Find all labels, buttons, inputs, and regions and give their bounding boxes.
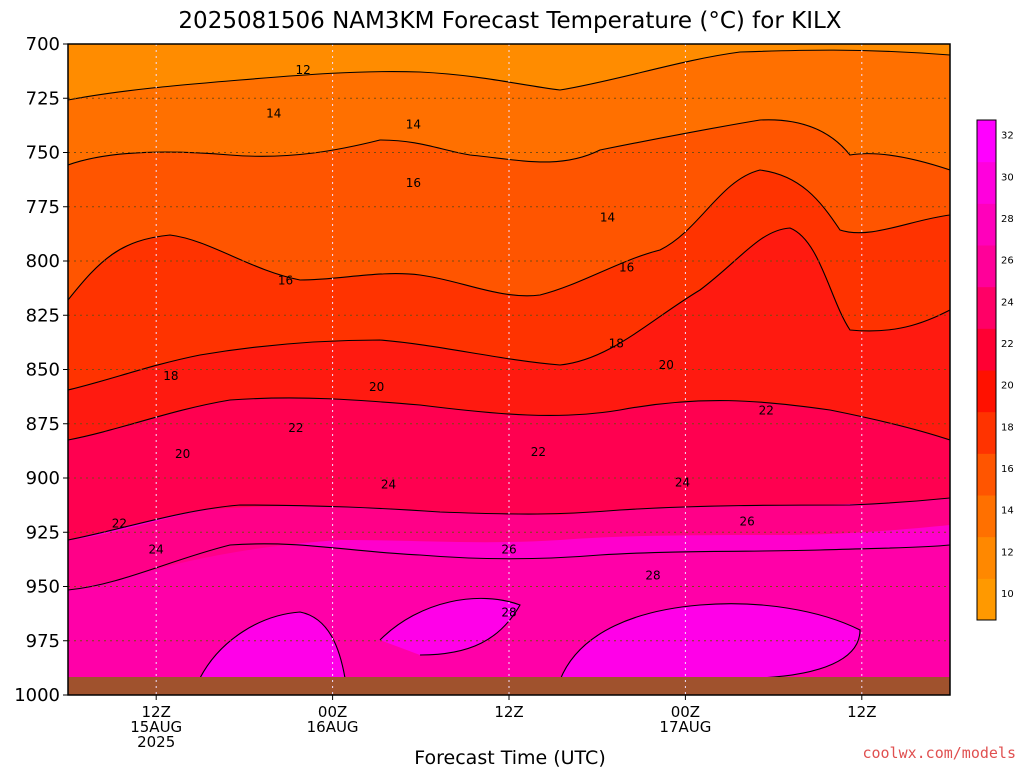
colorbar-tick-label: 18 (1001, 422, 1014, 433)
temperature-field (68, 44, 950, 695)
colorbar-swatch (977, 578, 996, 621)
contour-14 (68, 119, 950, 171)
contour-26c (559, 603, 861, 681)
contour-label: 20 (369, 380, 384, 394)
y-tick-label: 975 (26, 631, 60, 652)
band-18 (68, 170, 950, 390)
colorbar-tick-label: 20 (1001, 381, 1014, 392)
contour-label: 20 (659, 358, 674, 372)
band-22 (68, 397, 950, 540)
band-20 (68, 228, 950, 440)
contour-label: 16 (278, 274, 293, 288)
y-tick-label: 825 (26, 305, 60, 326)
x-tick-label: 17AUG (659, 718, 711, 736)
colorbar-swatch (977, 536, 996, 579)
colorbar-tick-label: 24 (1001, 297, 1014, 308)
x-tick-label: 12Z (847, 703, 876, 721)
x-axis-label: Forecast Time (UTC) (414, 747, 605, 768)
contour-18 (68, 227, 950, 391)
x-tick-label: 00Z (318, 703, 347, 721)
y-tick-label: 775 (26, 197, 60, 218)
band-30-core-1 (200, 612, 345, 678)
contour-label: 14 (406, 117, 421, 131)
credit-text[interactable]: coolwx.com/models (862, 744, 1016, 762)
colorbar-swatch (977, 286, 996, 329)
colorbar-swatch (977, 495, 996, 538)
colorbar-swatch (977, 370, 996, 413)
colorbar-tick-label: 12 (1001, 547, 1014, 558)
contour-label: 22 (112, 517, 127, 531)
contour-label: 22 (288, 421, 303, 435)
y-tick-label: 850 (26, 360, 60, 381)
contour-label: 26 (739, 514, 754, 528)
contour-24 (68, 543, 950, 591)
contour-label: 20 (175, 447, 190, 461)
contour-label: 18 (163, 369, 178, 383)
contour-label: 26 (501, 543, 516, 557)
contour-22 (68, 497, 950, 541)
colorbar-tick-label: 16 (1001, 464, 1014, 475)
chart-title: 2025081506 NAM3KM Forecast Temperature (… (178, 8, 841, 34)
contour-label: 14 (600, 211, 615, 225)
contour-label: 24 (149, 543, 164, 557)
colorbar-swatch (977, 328, 996, 371)
contour-20 (68, 397, 950, 441)
y-tick-label: 800 (26, 251, 60, 272)
colorbar-tick-label: 14 (1001, 506, 1014, 517)
band-12 (68, 44, 950, 100)
contour-label: 16 (619, 261, 634, 275)
y-tick-label: 925 (26, 522, 60, 543)
colorbar-swatch (977, 453, 996, 496)
y-tick-label: 725 (26, 88, 60, 109)
colorbar-tick-label: 28 (1001, 214, 1014, 225)
contour-label: 16 (406, 176, 421, 190)
colorbar: 10 12 14 16 18 20 22 24 26 28 30 32 (976, 119, 1014, 621)
contour-label: 22 (759, 404, 774, 418)
contour-label: 18 (609, 336, 624, 350)
colorbar-swatch (977, 411, 996, 454)
y-tick-label: 700 (26, 34, 60, 55)
contour-16 (68, 169, 950, 301)
band-30-core-3 (560, 603, 860, 680)
contour-26 (199, 611, 346, 679)
x-tick-label: 12Z (494, 703, 523, 721)
colorbar-tick-label: 22 (1001, 339, 1014, 350)
y-tick-label: 950 (26, 577, 60, 598)
colorbar-tick-label: 32 (1001, 131, 1014, 142)
grid-lines (68, 44, 950, 695)
contour-label: 28 (645, 569, 660, 583)
contour-lines (68, 49, 950, 681)
contour-label: 24 (675, 475, 690, 489)
x-tick-label: 15AUG (130, 718, 182, 736)
colorbar-swatch (977, 245, 996, 288)
colorbar-tick-label: 26 (1001, 256, 1014, 267)
x-tick-label: 00Z (671, 703, 700, 721)
y-axis: 700 725 750 775 800 825 850 875 900 925 950 975 1000 (14, 34, 68, 706)
colorbar-frame (976, 119, 997, 621)
contour-label: 12 (296, 63, 311, 77)
contour-12 (68, 49, 950, 101)
colorbar-tick-label: 30 (1001, 172, 1014, 183)
contour-labels: 12 14 14 14 16 16 16 18 18 20 20 20 22 22 22 22 24 24 24 26… (112, 63, 774, 620)
x-tick-label: 12Z (142, 703, 171, 721)
x-tick-label: 2025 (137, 733, 175, 751)
contour-label: 22 (531, 445, 546, 459)
y-tick-label: 875 (26, 414, 60, 435)
band-24 (68, 498, 950, 590)
y-tick-label: 1000 (14, 685, 60, 706)
colorbar-swatch (977, 120, 996, 163)
contour-26b (379, 597, 521, 656)
x-tick-label: 16AUG (307, 718, 359, 736)
colorbar-swatch (977, 161, 996, 204)
colorbar-tick-label: 10 (1001, 589, 1014, 600)
contour-label: 28 (501, 606, 516, 620)
contour-label: 14 (266, 106, 281, 120)
band-16 (68, 119, 950, 301)
contour-label: 24 (381, 478, 396, 492)
y-tick-label: 900 (26, 468, 60, 489)
colorbar-swatch (977, 203, 996, 246)
y-tick-label: 750 (26, 143, 60, 164)
